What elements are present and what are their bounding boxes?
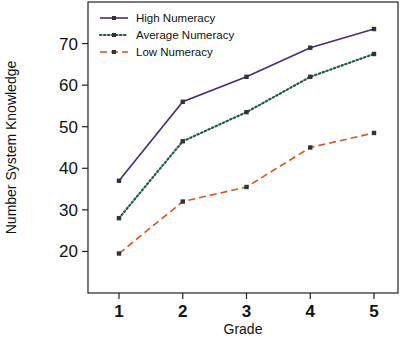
series-marker xyxy=(308,145,312,149)
chart-svg: 20 30 40 50 60 70 1 2 3 4 5 Grade Number System Know… xyxy=(0,0,419,338)
y-tick-label: 60 xyxy=(59,76,78,95)
x-tick xyxy=(182,293,183,299)
x-tick-label: 4 xyxy=(306,302,316,321)
y-axis-title: Number System Knowledge xyxy=(3,61,19,235)
data-group xyxy=(117,27,376,256)
x-tick xyxy=(310,293,311,299)
series-marker xyxy=(308,75,312,79)
y-tick-label: 50 xyxy=(59,118,78,137)
x-tick-label: 3 xyxy=(242,302,251,321)
x-tick-label: 2 xyxy=(178,302,187,321)
y-tick xyxy=(82,43,88,44)
y-tick xyxy=(82,251,88,252)
legend-marker xyxy=(112,16,116,20)
y-tick xyxy=(82,126,88,127)
y-tick xyxy=(82,168,88,169)
x-tick xyxy=(246,293,247,299)
x-tick xyxy=(118,293,119,299)
legend-label: Low Numeracy xyxy=(136,46,213,58)
legend-marker xyxy=(112,50,116,54)
series-marker xyxy=(372,131,376,135)
x-tick xyxy=(373,293,374,299)
series-marker xyxy=(181,139,185,143)
x-axis-title: Grade xyxy=(224,321,263,337)
y-tick-label: 30 xyxy=(59,201,78,220)
series-marker xyxy=(117,179,121,183)
y-tick xyxy=(82,85,88,86)
y-tick xyxy=(82,209,88,210)
series-marker xyxy=(117,251,121,255)
series-line xyxy=(119,54,374,218)
series-marker xyxy=(117,216,121,220)
series-marker xyxy=(181,100,185,104)
series-marker xyxy=(308,46,312,50)
legend-label: High Numeracy xyxy=(136,12,215,24)
series-line xyxy=(119,133,374,254)
series-marker xyxy=(181,199,185,203)
y-tick-label: 70 xyxy=(59,35,78,54)
legend-line xyxy=(100,34,128,36)
series-marker xyxy=(244,110,248,114)
series-marker xyxy=(372,27,376,31)
x-tick-label: 5 xyxy=(369,302,378,321)
y-tick-label: 40 xyxy=(59,159,78,178)
series-marker xyxy=(372,52,376,56)
legend: High Numeracy Average Numeracy Low Numerac… xyxy=(100,12,234,58)
legend-label: Average Numeracy xyxy=(136,29,234,41)
series-line xyxy=(119,29,374,181)
y-tick-label: 20 xyxy=(59,242,78,261)
plot-frame xyxy=(88,2,398,293)
legend-marker xyxy=(112,33,116,37)
series-marker xyxy=(244,75,248,79)
series-marker xyxy=(244,185,248,189)
x-tick-label: 1 xyxy=(114,302,123,321)
chart-container: 20 30 40 50 60 70 1 2 3 4 5 Grade Number System Know… xyxy=(0,0,419,338)
